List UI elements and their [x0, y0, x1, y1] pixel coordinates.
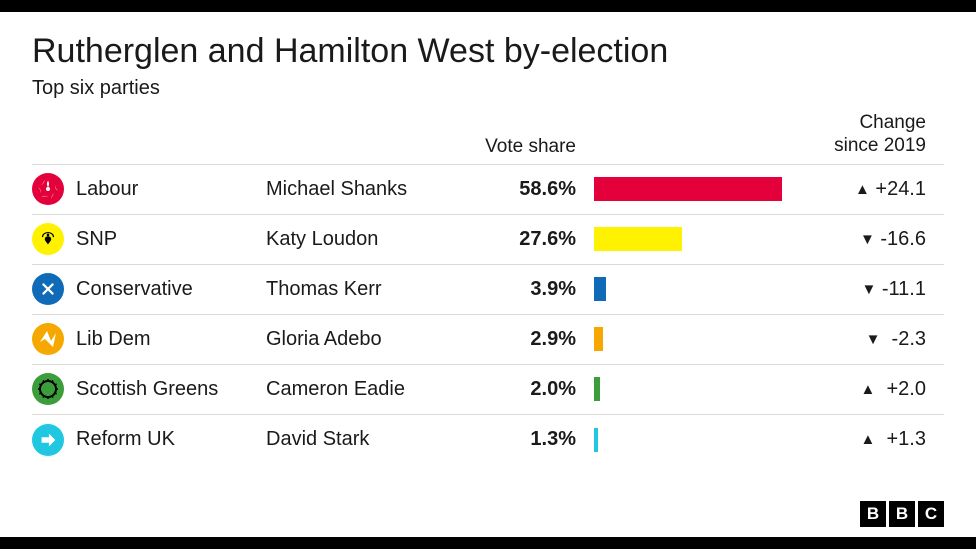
- bbc-logo-letter: C: [918, 501, 944, 527]
- table-row: Scottish GreensCameron Eadie2.0% ▲ +2.0: [32, 365, 944, 415]
- change-arrow-icon: ▼: [861, 281, 876, 298]
- table-row: ConservativeThomas Kerr3.9% ▼ -11.1: [32, 265, 944, 315]
- election-results-card: Rutherglen and Hamilton West by-election…: [0, 12, 976, 537]
- bar-track: [586, 177, 796, 201]
- bar-track: [586, 377, 796, 401]
- header-change: Change since 2019: [796, 112, 926, 158]
- bbc-logo-letter: B: [889, 501, 915, 527]
- change-arrow-icon: ▲: [861, 431, 876, 448]
- vote-share-bar: [594, 227, 682, 251]
- vote-share-bar: [594, 277, 606, 301]
- bbc-logo-letter: B: [860, 501, 886, 527]
- change-arrow-icon: ▲: [855, 181, 870, 198]
- change-value: ▲ +2.0: [796, 378, 926, 401]
- vote-share-bar: [594, 428, 598, 452]
- table-row: Lib DemGloria Adebo2.9% ▼ -2.3: [32, 315, 944, 365]
- vote-share-value: 1.3%: [456, 428, 586, 451]
- table-row: LabourMichael Shanks58.6% ▲ +24.1: [32, 165, 944, 215]
- party-name: SNP: [76, 228, 266, 251]
- candidate-name: Gloria Adebo: [266, 328, 456, 351]
- party-name: Reform UK: [76, 428, 266, 451]
- labour-logo-icon: [32, 173, 64, 205]
- candidate-name: David Stark: [266, 428, 456, 451]
- table-header: Vote share Change since 2019: [32, 110, 944, 165]
- change-value: ▼ -16.6: [796, 228, 926, 251]
- candidate-name: Katy Loudon: [266, 228, 456, 251]
- bbc-logo: B B C: [860, 501, 944, 527]
- party-name: Lib Dem: [76, 328, 266, 351]
- change-arrow-icon: ▲: [861, 381, 876, 398]
- party-name: Scottish Greens: [76, 378, 266, 401]
- vote-share-value: 58.6%: [456, 178, 586, 201]
- scottish-greens-logo-icon: [32, 373, 64, 405]
- conservative-logo-icon: [32, 273, 64, 305]
- vote-share-value: 2.0%: [456, 378, 586, 401]
- bar-track: [586, 277, 796, 301]
- table-row: SNPKaty Loudon27.6% ▼ -16.6: [32, 215, 944, 265]
- chart-title: Rutherglen and Hamilton West by-election: [32, 32, 944, 71]
- bar-track: [586, 327, 796, 351]
- candidate-name: Michael Shanks: [266, 178, 456, 201]
- party-name: Conservative: [76, 278, 266, 301]
- change-value: ▲ +24.1: [796, 178, 926, 201]
- change-value: ▲ +1.3: [796, 428, 926, 451]
- vote-share-bar: [594, 177, 782, 201]
- bar-track: [586, 227, 796, 251]
- results-table: LabourMichael Shanks58.6% ▲ +24.1 SNPKaty …: [32, 165, 944, 465]
- change-arrow-icon: ▼: [860, 231, 875, 248]
- change-value: ▼ -2.3: [796, 328, 926, 351]
- chart-subtitle: Top six parties: [32, 77, 944, 100]
- candidate-name: Cameron Eadie: [266, 378, 456, 401]
- candidate-name: Thomas Kerr: [266, 278, 456, 301]
- snp-logo-icon: [32, 223, 64, 255]
- libdem-logo-icon: [32, 323, 64, 355]
- party-name: Labour: [76, 178, 266, 201]
- vote-share-bar: [594, 377, 600, 401]
- table-row: Reform UKDavid Stark1.3% ▲ +1.3: [32, 415, 944, 465]
- header-vote-share: Vote share: [456, 136, 586, 158]
- vote-share-value: 27.6%: [456, 228, 586, 251]
- change-arrow-icon: ▼: [866, 331, 881, 348]
- vote-share-value: 3.9%: [456, 278, 586, 301]
- vote-share-bar: [594, 327, 603, 351]
- vote-share-value: 2.9%: [456, 328, 586, 351]
- change-value: ▼ -11.1: [796, 278, 926, 301]
- bar-track: [586, 428, 796, 452]
- reform-uk-logo-icon: [32, 424, 64, 456]
